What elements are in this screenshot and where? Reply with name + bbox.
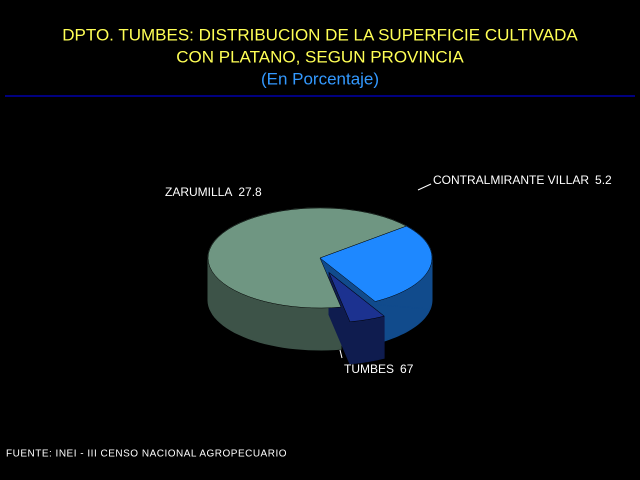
slice: [319, 225, 433, 302]
leader-line: [417, 183, 432, 191]
slice-label: TUMBES: [344, 362, 394, 376]
source-note: FUENTE: INEI - III CENSO NACIONAL AGROPE…: [6, 449, 287, 460]
slice-value: 67: [400, 362, 414, 376]
slice: [207, 207, 407, 309]
chart-title: CON PLATANO, SEGUN PROVINCIA: [176, 47, 464, 66]
slice-label: CONTRALMIRANTE VILLAR: [433, 173, 589, 187]
chart-title: DPTO. TUMBES: DISTRIBUCION DE LA SUPERFI…: [62, 25, 578, 44]
slice-value: 27.8: [238, 185, 262, 199]
pie: [207, 207, 433, 365]
labels: TUMBES 67 ZARUMILLA 27.8 CONTRALMIRANTE VILL…: [165, 173, 612, 376]
chart-subtitle: (En Porcentaje): [261, 69, 379, 88]
leader-line: [339, 349, 343, 359]
slice-label: ZARUMILLA: [165, 185, 232, 199]
slice: [328, 272, 385, 323]
slice-value: 5.2: [595, 173, 612, 187]
